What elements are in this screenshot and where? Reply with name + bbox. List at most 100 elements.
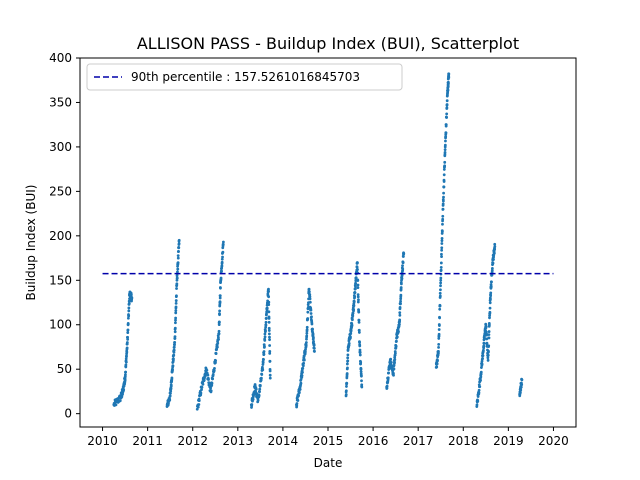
- scatter-point: [268, 344, 272, 347]
- scatter-point: [251, 397, 255, 401]
- scatter-point: [195, 407, 199, 411]
- scatter-point: [304, 343, 308, 347]
- scatter-point: [126, 335, 129, 339]
- scatter-point: [440, 239, 444, 243]
- scatter-point: [214, 352, 218, 356]
- scatter-point: [488, 310, 492, 314]
- scatter-point: [211, 373, 215, 376]
- scatter-point: [393, 360, 396, 364]
- scatter-point: [168, 394, 172, 398]
- scatter-point: [438, 294, 442, 298]
- scatter-point: [389, 360, 393, 364]
- scatter-point: [519, 388, 523, 392]
- scatter-point: [345, 381, 349, 385]
- scatter-point: [353, 287, 357, 291]
- scatter-point: [439, 268, 443, 272]
- x-tick-label: 2012: [177, 434, 208, 448]
- y-tick-label: 400: [49, 51, 72, 65]
- scatter-point: [488, 323, 491, 327]
- scatter-point: [169, 384, 173, 388]
- x-axis-label: Date: [314, 456, 343, 470]
- scatter-point: [443, 160, 447, 164]
- scatter-point: [445, 106, 449, 110]
- scatter-point: [267, 300, 271, 304]
- scatter-point: [493, 248, 497, 251]
- scatter-point: [264, 320, 268, 324]
- scatter-point: [126, 322, 130, 326]
- scatter-point: [203, 374, 207, 378]
- scatter-point: [268, 335, 271, 339]
- scatter-point: [476, 399, 480, 403]
- scatter-point: [129, 293, 133, 296]
- scatter-point: [303, 350, 307, 354]
- scatter-point: [350, 324, 354, 328]
- scatter-point: [177, 246, 181, 250]
- scatter-point: [358, 353, 362, 357]
- scatter-point: [352, 300, 356, 304]
- scatter-point: [346, 353, 350, 357]
- scatter-point: [174, 311, 178, 315]
- scatter-point: [218, 309, 222, 313]
- scatter-point: [356, 268, 359, 271]
- scatter-point: [221, 250, 225, 254]
- scatter-point: [267, 316, 271, 320]
- scatter-point: [360, 385, 364, 389]
- scatter-point: [125, 350, 129, 354]
- scatter-point: [358, 341, 361, 344]
- scatter-point: [172, 353, 176, 357]
- scatter-point: [127, 314, 131, 318]
- scatter-point: [489, 285, 493, 289]
- scatter-point: [486, 353, 490, 357]
- y-tick-label: 50: [57, 362, 72, 376]
- scatter-point: [124, 370, 128, 374]
- scatter-point: [356, 286, 360, 290]
- scatter-point: [173, 335, 177, 339]
- scatter-point: [305, 337, 308, 341]
- scatter-point: [306, 310, 310, 314]
- y-tick-label: 300: [49, 140, 72, 154]
- scatter-point: [118, 399, 122, 403]
- y-tick-label: 250: [49, 184, 72, 198]
- scatter-point: [267, 290, 270, 293]
- scatter-point: [354, 284, 357, 288]
- scatter-point: [127, 301, 131, 305]
- scatter-point: [444, 139, 447, 143]
- scatter-point: [398, 311, 402, 315]
- scatter-point: [300, 374, 304, 378]
- scatter-point: [265, 306, 269, 310]
- scatter-point: [399, 302, 402, 306]
- scatter-point: [347, 342, 351, 345]
- scatter-point: [171, 368, 174, 372]
- scatter-point: [207, 378, 210, 381]
- y-axis-ticks: 0 50 100 150 200 250 300 350 400: [49, 51, 80, 421]
- scatter-point: [354, 276, 358, 279]
- scatter-point: [124, 357, 128, 361]
- scatter-point: [445, 112, 449, 116]
- scatter-point: [438, 307, 442, 311]
- scatter-point: [482, 346, 486, 350]
- scatter-point: [123, 373, 127, 377]
- scatter-point: [304, 341, 308, 344]
- scatter-point: [352, 308, 356, 312]
- scatter-point: [256, 398, 260, 402]
- scatter-point: [358, 350, 362, 354]
- scatter-point: [392, 373, 395, 377]
- scatter-point: [268, 369, 272, 373]
- scatter-point: [217, 323, 221, 327]
- scatter-point: [169, 389, 173, 393]
- scatter-point: [126, 337, 130, 341]
- x-axis-ticks: 2010 2011 2012 2013 2014 2015 2016 2017 2018 2019…: [87, 427, 569, 448]
- scatter-point: [268, 376, 272, 380]
- x-tick-label: 2017: [403, 434, 434, 448]
- scatter-point: [357, 331, 361, 334]
- scatter-point: [127, 309, 131, 313]
- scatter-point: [172, 351, 176, 354]
- scatter-point: [440, 248, 444, 252]
- scatter-point: [305, 325, 309, 329]
- x-tick-label: 2019: [493, 434, 524, 448]
- scatter-point: [479, 370, 483, 374]
- scatter-point: [126, 331, 130, 335]
- scatter-point: [130, 296, 134, 300]
- scatter-point: [485, 333, 489, 337]
- scatter-point: [264, 317, 268, 320]
